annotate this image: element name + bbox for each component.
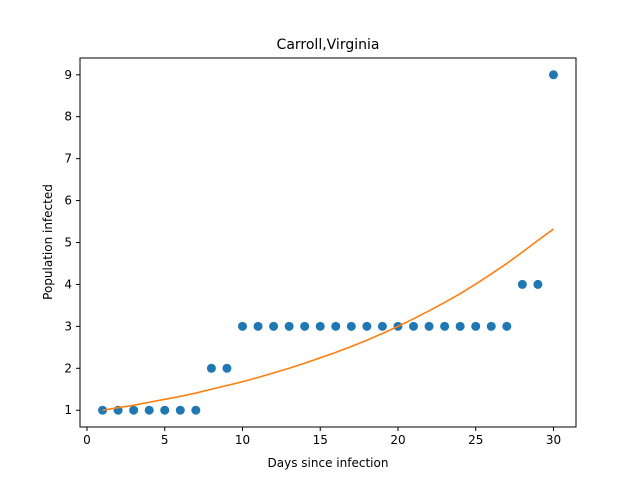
data-point <box>331 321 341 331</box>
data-point <box>284 321 294 331</box>
x-axis-label: Days since infection <box>268 456 389 470</box>
data-point <box>346 321 356 331</box>
x-tick-label: 5 <box>161 433 169 447</box>
data-point <box>502 321 512 331</box>
fit-curve <box>102 228 554 412</box>
x-tick-label: 15 <box>313 433 328 447</box>
y-tick-label: 5 <box>64 236 72 250</box>
y-tick-label: 2 <box>64 361 72 375</box>
data-point <box>424 321 434 331</box>
data-point <box>237 321 247 331</box>
chart-title: Carroll,Virginia <box>277 37 380 53</box>
y-axis: 1 2 3 4 5 6 7 8 9 <box>64 68 80 417</box>
y-axis-label: Population infected <box>41 184 55 300</box>
data-point <box>377 321 387 331</box>
x-tick-label: 25 <box>468 433 483 447</box>
x-tick-label: 20 <box>390 433 405 447</box>
data-point <box>222 363 232 373</box>
x-axis: 0 5 10 15 20 25 30 <box>83 427 561 447</box>
y-tick-label: 3 <box>64 319 72 333</box>
data-point <box>517 279 527 289</box>
data-point <box>144 405 154 415</box>
data-point <box>315 321 325 331</box>
data-point <box>409 321 419 331</box>
data-point <box>129 405 139 415</box>
y-tick-label: 4 <box>64 277 72 291</box>
data-point <box>175 405 185 415</box>
data-point <box>455 321 465 331</box>
data-point <box>362 321 372 331</box>
data-point <box>486 321 496 331</box>
data-point <box>206 363 216 373</box>
y-tick-label: 6 <box>64 194 72 208</box>
data-point <box>253 321 263 331</box>
data-point <box>533 279 543 289</box>
y-tick-label: 1 <box>64 403 72 417</box>
plot-marks <box>98 70 558 415</box>
x-tick-label: 30 <box>546 433 561 447</box>
y-tick-label: 8 <box>64 110 72 124</box>
data-point <box>471 321 481 331</box>
x-tick-label: 10 <box>235 433 250 447</box>
data-point <box>191 405 201 415</box>
data-point <box>300 321 310 331</box>
x-tick-label: 0 <box>83 433 91 447</box>
data-point <box>269 321 279 331</box>
data-point <box>548 70 558 80</box>
y-tick-label: 7 <box>64 152 72 166</box>
data-point <box>160 405 170 415</box>
y-tick-label: 9 <box>64 68 72 82</box>
data-point <box>440 321 450 331</box>
